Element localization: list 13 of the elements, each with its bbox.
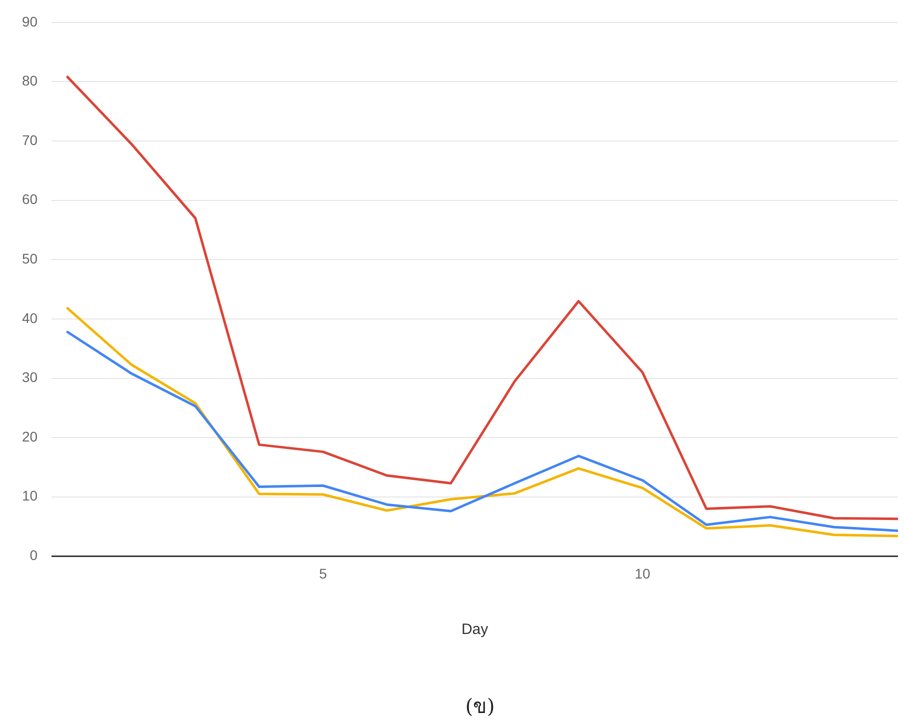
y-tick-label: 70 bbox=[22, 132, 38, 148]
text: (ข) bbox=[465, 694, 495, 718]
y-tick-label: 50 bbox=[22, 250, 38, 267]
y-tick-label: 60 bbox=[22, 191, 38, 208]
y-tick-label: 90 bbox=[22, 13, 38, 30]
y-tick-label: 80 bbox=[22, 72, 38, 89]
x-tick-label: 5 bbox=[319, 565, 328, 582]
x-axis-title: Day bbox=[461, 621, 489, 638]
y-tick-label: 10 bbox=[22, 488, 38, 504]
y-tick-label: 0 bbox=[30, 547, 38, 564]
y-tick-label: 20 bbox=[22, 428, 38, 444]
y-tick-label: 40 bbox=[22, 310, 38, 326]
y-tick-label: 30 bbox=[22, 369, 38, 386]
